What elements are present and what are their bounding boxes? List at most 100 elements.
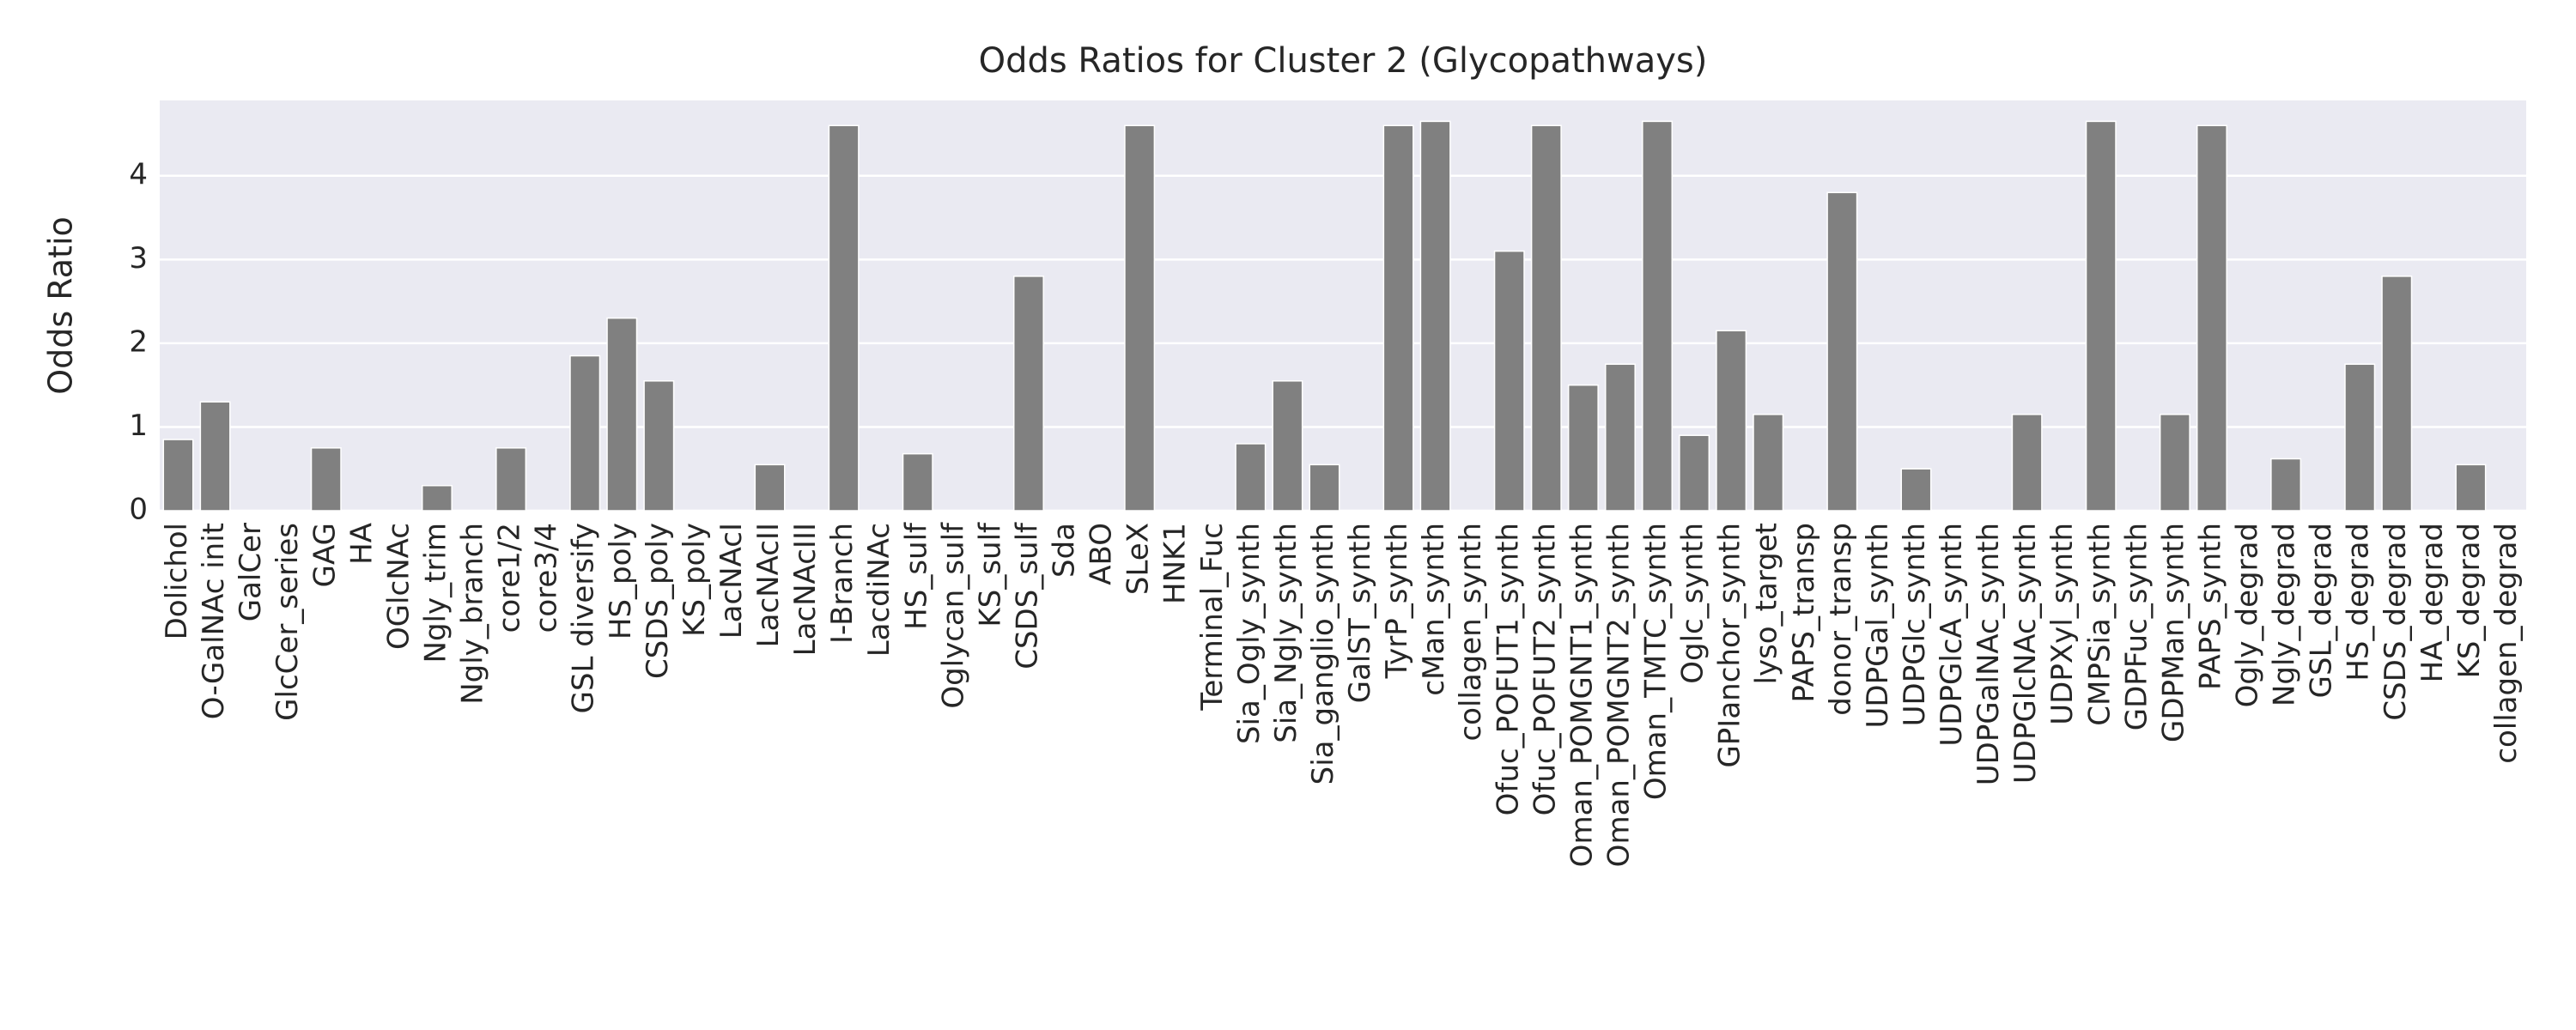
x-tick-label: GSL diversify bbox=[567, 523, 601, 713]
x-tick-label: GlcCer_series bbox=[270, 523, 305, 721]
x-tick-label: Oglc_synth bbox=[1676, 523, 1710, 684]
x-tick-label: LacNAcII bbox=[751, 523, 786, 647]
x-tick-label: UDPGlcA_synth bbox=[1935, 523, 1969, 747]
x-tick-label: Ofuc_POFUT1_synth bbox=[1491, 523, 1525, 815]
y-tick-label: 4 bbox=[129, 157, 148, 191]
x-tick-label: HNK1 bbox=[1158, 523, 1193, 604]
x-tick-label: SLeX bbox=[1121, 523, 1156, 595]
bar bbox=[310, 447, 342, 512]
chart-title: Odds Ratios for Cluster 2 (Glycopathways… bbox=[979, 41, 1708, 81]
x-tick-label: O-GalNAc init bbox=[197, 523, 231, 719]
x-tick-label: Ngly_trim bbox=[418, 523, 453, 663]
x-tick-label: TyrP_synth bbox=[1380, 523, 1414, 679]
y-tick-label: 0 bbox=[129, 493, 148, 527]
x-tick-label: GDPFuc_synth bbox=[2119, 523, 2154, 730]
x-tick-label: Terminal_Fuc bbox=[1195, 523, 1230, 712]
x-tick-label: Oman_POMGNT2_synth bbox=[1601, 523, 1636, 867]
x-tick-label: I-Branch bbox=[825, 523, 860, 644]
x-tick-label: Ngly_degrad bbox=[2268, 523, 2302, 706]
bar bbox=[1382, 124, 1414, 512]
bar bbox=[606, 317, 638, 512]
bar bbox=[2270, 457, 2302, 512]
x-tick-label: GPIanchor_synth bbox=[1713, 523, 1747, 768]
bar bbox=[1012, 276, 1044, 512]
bar bbox=[754, 464, 786, 512]
x-tick-label: Ngly_branch bbox=[456, 523, 490, 705]
x-tick-label: PAPS_transp bbox=[1787, 523, 1821, 703]
bar bbox=[1309, 464, 1340, 512]
x-tick-label: KS_poly bbox=[677, 523, 712, 637]
x-tick-label: KS_sulf bbox=[973, 522, 1007, 627]
x-tick-label: KS_degrad bbox=[2452, 523, 2487, 678]
x-tick-label: core1/2 bbox=[493, 523, 527, 633]
bar bbox=[2085, 120, 2117, 512]
y-tick-label: 3 bbox=[129, 241, 148, 276]
bar bbox=[1419, 120, 1451, 512]
x-tick-label: Ogly_degrad bbox=[2231, 523, 2265, 707]
x-tick-label: Dolichol bbox=[160, 523, 194, 639]
bar bbox=[2455, 464, 2487, 512]
x-tick-label: UDPGalNAc_synth bbox=[1971, 523, 2006, 785]
bar bbox=[1900, 468, 1932, 512]
x-tick-label: ABO bbox=[1084, 523, 1119, 585]
bar bbox=[495, 447, 527, 512]
x-tick-label: donor_transp bbox=[1824, 523, 1858, 716]
x-tick-label: UDPXyl_synth bbox=[2045, 523, 2080, 725]
x-tick-label: core3/4 bbox=[530, 523, 564, 633]
x-tick-label: cMan_synth bbox=[1417, 523, 1451, 696]
x-tick-label: CSDS_degrad bbox=[2379, 523, 2413, 721]
x-tick-label: Sia_Ogly_synth bbox=[1232, 523, 1267, 744]
x-tick-label: collagen_synth bbox=[1454, 523, 1488, 742]
x-tick-label: HS_degrad bbox=[2342, 523, 2376, 682]
x-tick-label: LacNAcIII bbox=[788, 523, 823, 656]
x-tick-label: GalST_synth bbox=[1343, 523, 1377, 703]
bar bbox=[1826, 191, 1858, 512]
bar bbox=[1642, 120, 1674, 512]
bar bbox=[643, 380, 675, 512]
x-tick-label: HA_degrad bbox=[2415, 523, 2450, 682]
bar bbox=[569, 354, 601, 512]
bar bbox=[199, 401, 231, 512]
x-tick-label: LacdiNAc bbox=[862, 523, 896, 657]
x-tick-label: PAPS_synth bbox=[2193, 523, 2227, 690]
x-tick-label: HA bbox=[344, 523, 379, 565]
x-tick-label: Oman_POMGNT1_synth bbox=[1564, 523, 1599, 867]
y-tick-label: 1 bbox=[129, 409, 148, 443]
x-tick-label: Oglycan_sulf bbox=[936, 522, 970, 709]
bar bbox=[1679, 434, 1710, 512]
x-tick-label: UDPGal_synth bbox=[1861, 523, 1895, 728]
x-tick-label: UDPGlc_synth bbox=[1898, 523, 1932, 726]
bar bbox=[1235, 443, 1267, 512]
x-tick-label: Sda bbox=[1048, 523, 1082, 578]
x-tick-label: Sia_ganglio_synth bbox=[1306, 523, 1340, 785]
bar bbox=[902, 452, 933, 512]
y-tick-label: 2 bbox=[129, 324, 148, 359]
bar bbox=[162, 439, 194, 512]
x-tick-label: CMPSia_synth bbox=[2082, 523, 2117, 726]
bar bbox=[1604, 363, 1636, 512]
x-tick-label: CSDS_poly bbox=[641, 523, 675, 679]
bar bbox=[2344, 363, 2376, 512]
x-tick-label: CSDS_sulf bbox=[1010, 522, 1044, 670]
x-tick-label: Ofuc_POFUT2_synth bbox=[1528, 523, 1562, 815]
bar bbox=[2159, 414, 2190, 512]
bar bbox=[1567, 384, 1599, 512]
bar bbox=[1124, 124, 1156, 512]
bar bbox=[1530, 124, 1562, 512]
bar bbox=[1753, 414, 1784, 512]
x-tick-label: lyso_target bbox=[1750, 523, 1784, 684]
x-tick-label: Sia_Ngly_synth bbox=[1269, 523, 1303, 743]
x-tick-label: HS_sulf bbox=[899, 522, 933, 630]
plot-background bbox=[160, 100, 2526, 511]
bar bbox=[1272, 380, 1303, 512]
x-tick-label: collagen_degrad bbox=[2489, 523, 2524, 764]
bar bbox=[1493, 250, 1525, 512]
x-tick-label: UDPGlcNAc_synth bbox=[2008, 523, 2043, 784]
x-tick-label: GSL_degrad bbox=[2305, 523, 2339, 698]
x-tick-label: HS_poly bbox=[604, 523, 638, 639]
x-tick-label: LacNAcI bbox=[714, 523, 749, 639]
y-axis-label: Odds Ratio bbox=[42, 216, 80, 395]
bar bbox=[2381, 276, 2413, 512]
bar bbox=[828, 124, 860, 512]
